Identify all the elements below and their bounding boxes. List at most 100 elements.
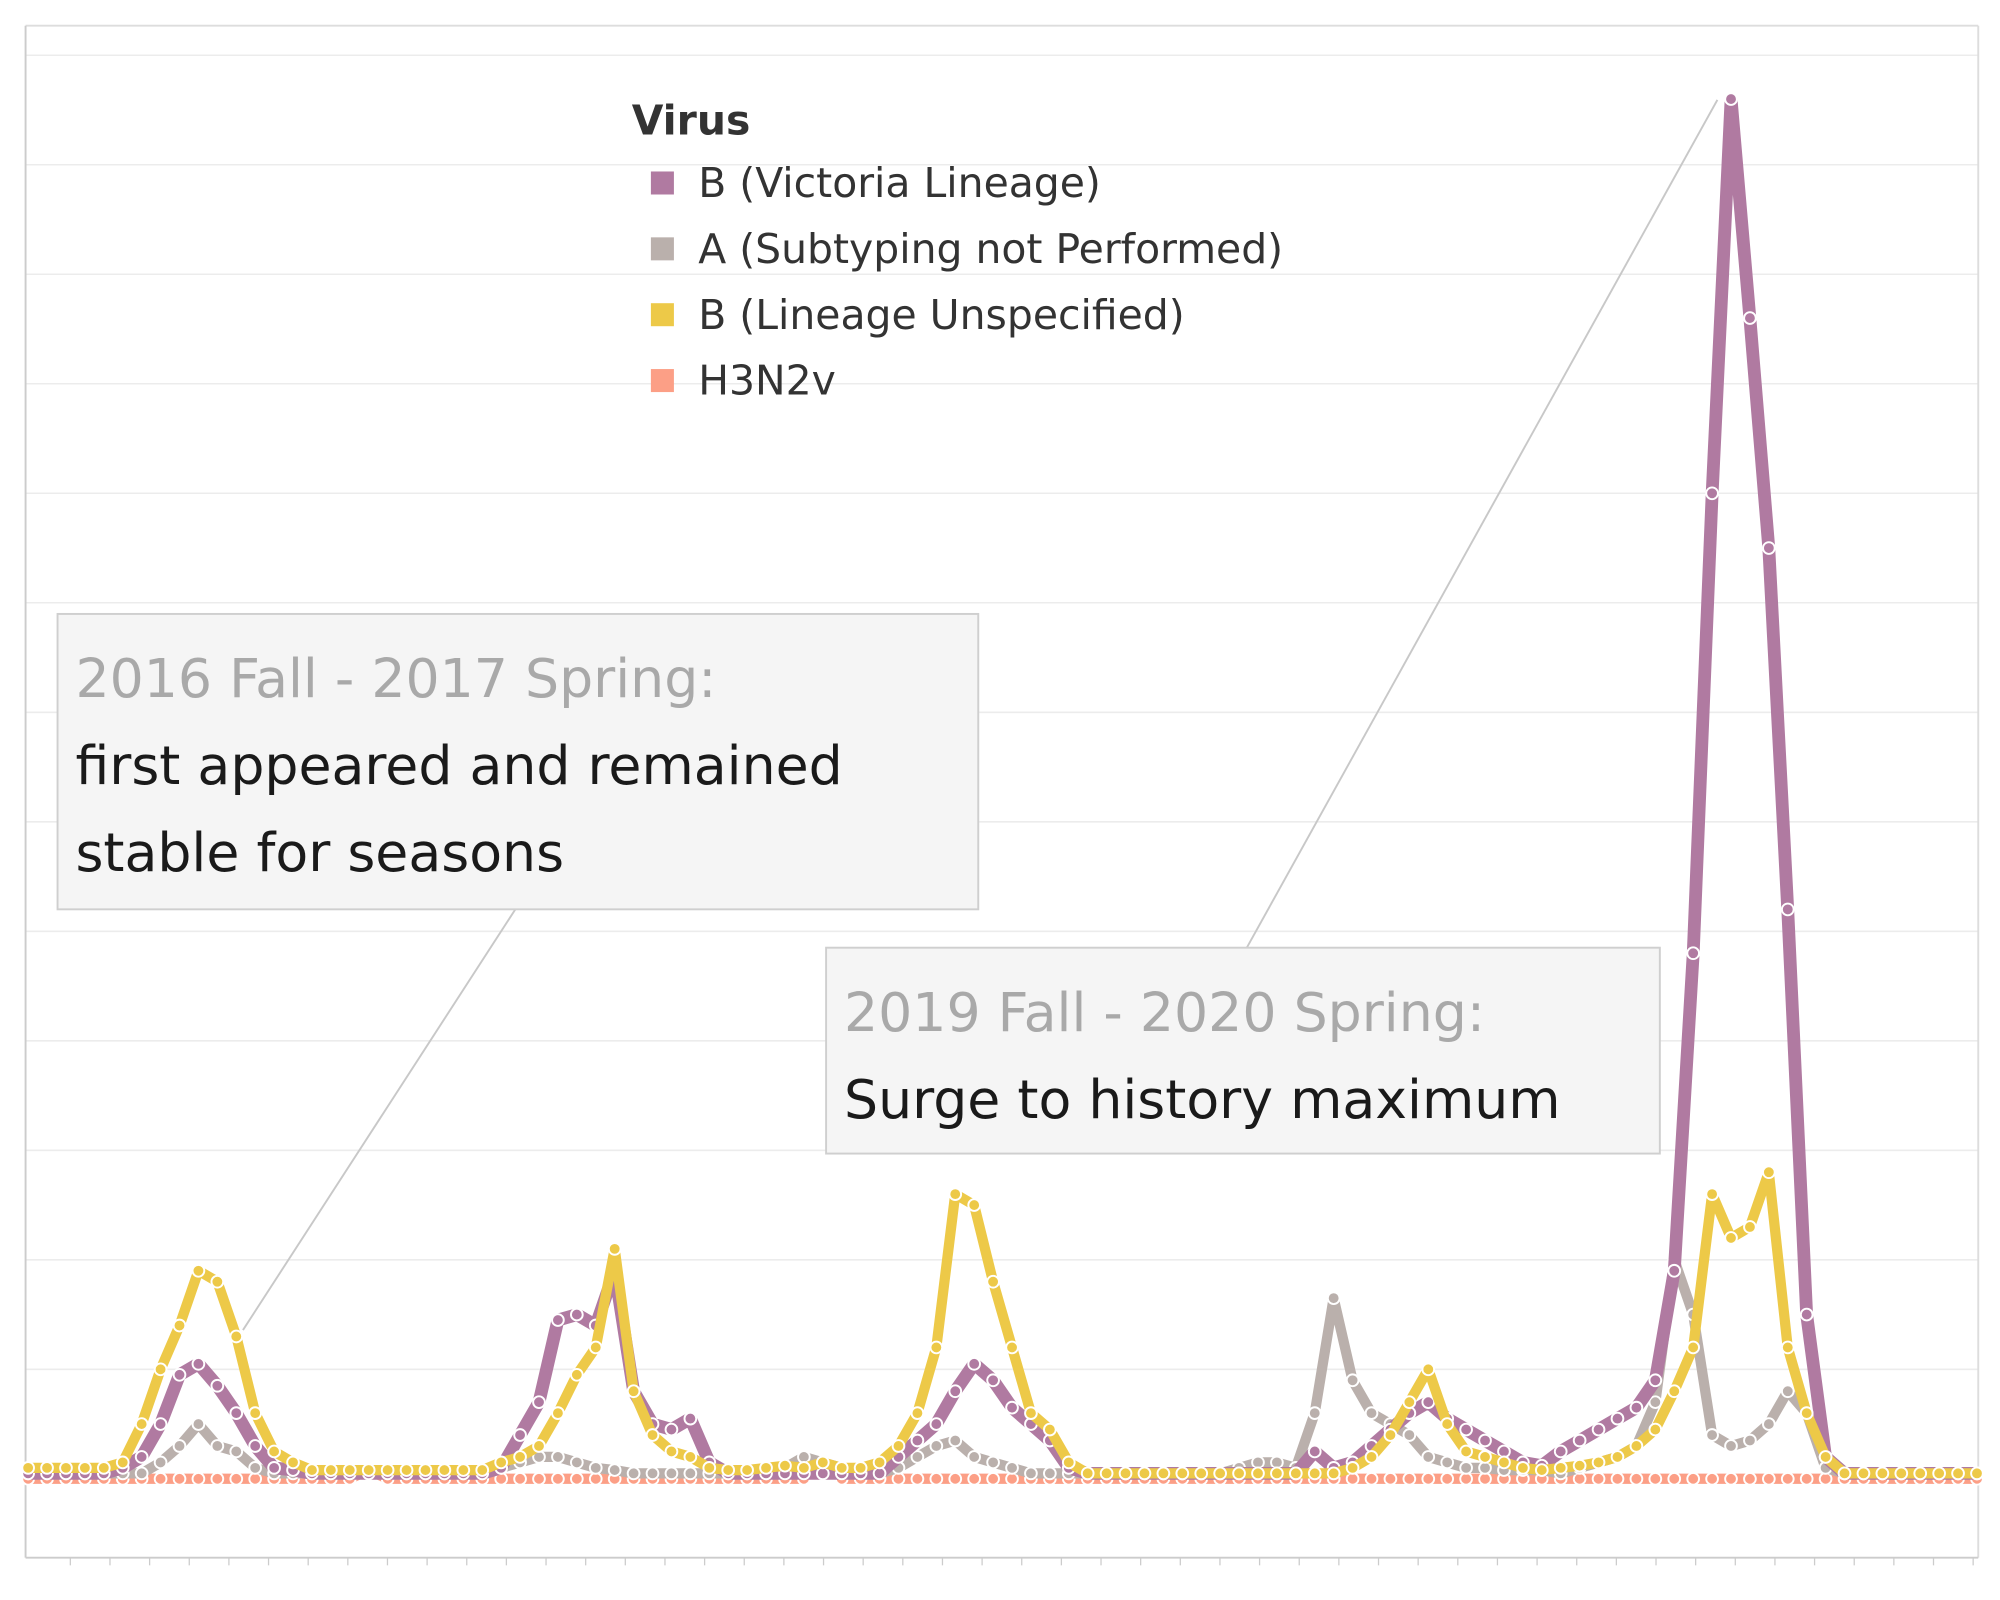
data-point — [1686, 1471, 1701, 1486]
data-point — [437, 1463, 452, 1477]
annotation-box — [825, 946, 1661, 1155]
data-point — [1043, 1466, 1057, 1481]
data-point — [626, 1384, 641, 1399]
leader-line — [1245, 99, 1719, 949]
data-point — [191, 1263, 206, 1278]
data-point — [1970, 1466, 1984, 1481]
data-point — [513, 1450, 527, 1464]
data-point — [929, 1340, 944, 1355]
data-point — [172, 1471, 187, 1486]
annotation-title: 2019 Fall - 2020 Spring: — [844, 981, 1485, 1044]
data-point — [40, 1461, 54, 1475]
data-point — [588, 1340, 603, 1355]
data-point — [1421, 1471, 1436, 1486]
data-point — [191, 1471, 206, 1486]
data-point — [986, 1471, 1000, 1486]
data-point — [172, 1367, 187, 1382]
data-point — [1572, 1458, 1587, 1473]
data-point — [1175, 1466, 1190, 1481]
data-point — [1478, 1433, 1492, 1448]
data-point — [210, 1471, 225, 1486]
data-point — [1932, 1466, 1946, 1481]
data-point — [1818, 1450, 1833, 1464]
data-point — [721, 1463, 736, 1477]
data-point — [1459, 1461, 1473, 1475]
data-point — [1648, 1373, 1663, 1388]
legend-title: Virus — [632, 96, 751, 144]
annotation: 2016 Fall - 2017 Spring: first appeared … — [56, 612, 980, 1331]
data-point — [267, 1461, 281, 1475]
data-point — [1762, 541, 1776, 555]
data-point — [626, 1466, 641, 1481]
data-point — [191, 1357, 206, 1371]
data-point — [1762, 1417, 1776, 1431]
data-point — [1629, 1400, 1644, 1415]
annotation-title: 2016 Fall - 2017 Spring: — [75, 647, 716, 710]
data-point — [115, 1455, 130, 1470]
data-point — [815, 1455, 830, 1470]
data-point — [1118, 1466, 1133, 1481]
data-point — [1288, 1466, 1303, 1481]
data-point — [1402, 1428, 1417, 1442]
data-point — [229, 1329, 244, 1344]
data-point — [948, 1187, 963, 1201]
data-point — [645, 1466, 660, 1481]
data-point — [1705, 486, 1719, 501]
data-point — [683, 1450, 698, 1464]
data-point — [1799, 1307, 1814, 1322]
annotation-box — [56, 612, 980, 911]
data-point — [569, 1455, 584, 1470]
data-point — [853, 1461, 868, 1475]
data-point — [305, 1463, 319, 1477]
data-point — [967, 1471, 982, 1486]
legend-label: A (Subtyping not Performed) — [698, 225, 1283, 273]
data-point — [1705, 1187, 1719, 1201]
data-point — [1667, 1471, 1682, 1486]
data-point — [59, 1461, 73, 1475]
data-point — [1326, 1466, 1341, 1481]
data-point — [513, 1471, 527, 1486]
legend-swatch — [650, 303, 674, 327]
data-point — [948, 1384, 963, 1399]
data-point — [1762, 1165, 1776, 1180]
data-point — [1364, 1406, 1379, 1420]
data-point — [1629, 1471, 1644, 1486]
data-point — [1061, 1455, 1076, 1470]
data-point — [1440, 1417, 1455, 1431]
data-point — [1497, 1455, 1511, 1470]
data-point — [1780, 1384, 1795, 1399]
data-point — [588, 1461, 603, 1475]
data-point — [1005, 1340, 1019, 1355]
data-point — [683, 1466, 698, 1481]
data-point — [967, 1357, 982, 1371]
data-point — [78, 1461, 92, 1475]
data-point — [967, 1198, 982, 1212]
data-point — [1326, 1291, 1341, 1305]
data-point — [1553, 1461, 1568, 1475]
data-point — [1648, 1395, 1663, 1410]
data-point — [1534, 1463, 1549, 1477]
data-point — [1780, 1340, 1795, 1355]
data-point — [1837, 1466, 1852, 1481]
data-point — [1743, 1471, 1757, 1486]
data-point — [1894, 1466, 1909, 1481]
data-point — [1137, 1466, 1152, 1481]
legend-swatch — [650, 171, 674, 195]
data-point — [551, 1471, 565, 1486]
data-point — [513, 1428, 527, 1442]
data-point — [399, 1463, 414, 1477]
data-point — [569, 1307, 584, 1322]
data-point — [21, 1461, 35, 1475]
data-point — [153, 1455, 168, 1470]
data-point — [569, 1471, 584, 1486]
data-point — [1024, 1466, 1038, 1481]
data-point — [380, 1463, 395, 1477]
data-point — [1005, 1461, 1019, 1475]
leader-line — [242, 908, 517, 1331]
data-point — [267, 1444, 281, 1459]
data-point — [1856, 1466, 1871, 1481]
data-point — [96, 1461, 111, 1475]
data-point — [1686, 946, 1701, 961]
data-point — [1421, 1395, 1436, 1410]
data-point — [740, 1463, 754, 1477]
